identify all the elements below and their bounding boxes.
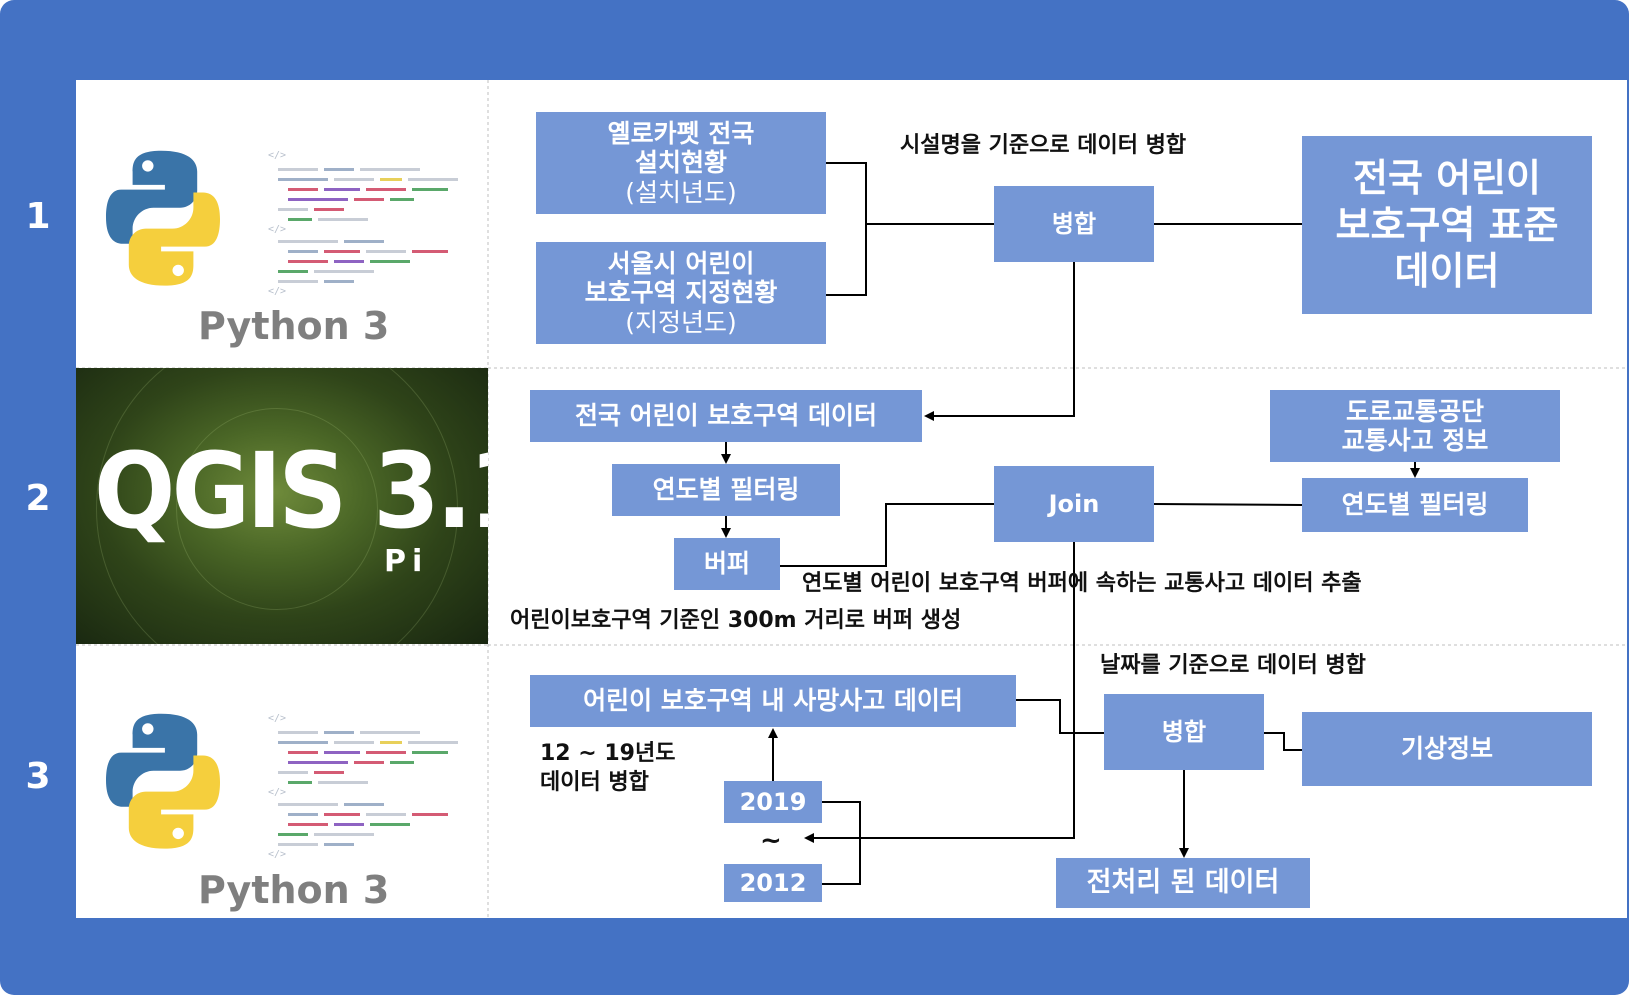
national-standard-data-box: 전국 어린이 보호구역 표준 데이터 <box>1302 136 1592 314</box>
national-school-zone-data-box: 전국 어린이 보호구역 데이터 <box>530 390 922 442</box>
box-line: 교통사고 정보 <box>1341 426 1489 455</box>
join-box: Join <box>994 466 1154 542</box>
year-2019-box: 2019 <box>724 781 822 823</box>
row-number-2: 2 <box>25 478 51 519</box>
merge-box: 병합 <box>1104 694 1264 770</box>
merge-by-facility-label: 시설명을 기준으로 데이터 병합 <box>900 133 1187 158</box>
qgis-logo-image: QGIS 3.14 Pi <box>76 368 488 644</box>
qgis-title: QGIS 3.14 <box>94 430 488 552</box>
box-line: 보호구역 표준 <box>1335 202 1559 247</box>
buffer-creation-label: 어린이보호구역 기준인 300m 거리로 버퍼 생성 <box>510 608 962 633</box>
box-line: 서울시 어린이 <box>607 248 755 278</box>
python-logo-icon <box>106 713 220 849</box>
yellow-carpet-data-box: 옐로카펫 전국 설치현황 (설치년도) <box>536 112 826 214</box>
weather-info-box: 기상정보 <box>1302 712 1592 786</box>
label-line: 데이터 병합 <box>540 769 649 795</box>
python-logo-icon <box>106 150 220 286</box>
box-line: (설치년도) <box>625 177 737 207</box>
box-line: 도로교통공단 <box>1345 396 1484 426</box>
qgis-subtitle: Pi <box>384 544 429 579</box>
code-snippet-icon <box>268 713 458 860</box>
tilde-label: ~ <box>760 826 782 856</box>
year-2012-box: 2012 <box>724 864 822 902</box>
label-line: 12 ~ 19년도 <box>540 741 676 766</box>
row-number-3: 3 <box>25 756 51 797</box>
box-line: (지정년도) <box>625 307 737 337</box>
buffer-box: 버퍼 <box>674 538 780 590</box>
row-number-1: 1 <box>25 196 51 237</box>
code-snippet-icon <box>268 150 458 297</box>
extract-accidents-label: 연도별 어린이 보호구역 버퍼에 속하는 교통사고 데이터 추출 <box>802 571 1362 596</box>
merge-by-date-label: 날짜를 기준으로 데이터 병합 <box>1100 653 1366 678</box>
box-line: 전국 어린이 <box>1352 156 1542 201</box>
merge-box: 병합 <box>994 186 1154 262</box>
box-line: 데이터 <box>1394 249 1500 294</box>
python-label: Python 3 <box>198 304 390 348</box>
year-filter-right-box: 연도별 필터링 <box>1302 478 1528 532</box>
box-line: 보호구역 지정현황 <box>584 278 778 308</box>
fatal-accident-data-box: 어린이 보호구역 내 사망사고 데이터 <box>530 675 1016 727</box>
road-traffic-accident-box: 도로교통공단 교통사고 정보 <box>1270 390 1560 462</box>
seoul-school-zone-box: 서울시 어린이 보호구역 지정현황 (지정년도) <box>536 242 826 344</box>
python-label: Python 3 <box>198 868 390 912</box>
box-line: 설치현황 <box>634 148 727 178</box>
year-merge-label: 12 ~ 19년도 데이터 병합 <box>540 740 675 797</box>
preprocessed-data-box: 전처리 된 데이터 <box>1056 858 1310 908</box>
year-filter-box: 연도별 필터링 <box>612 464 840 516</box>
box-line: 옐로카펫 전국 <box>607 118 755 148</box>
